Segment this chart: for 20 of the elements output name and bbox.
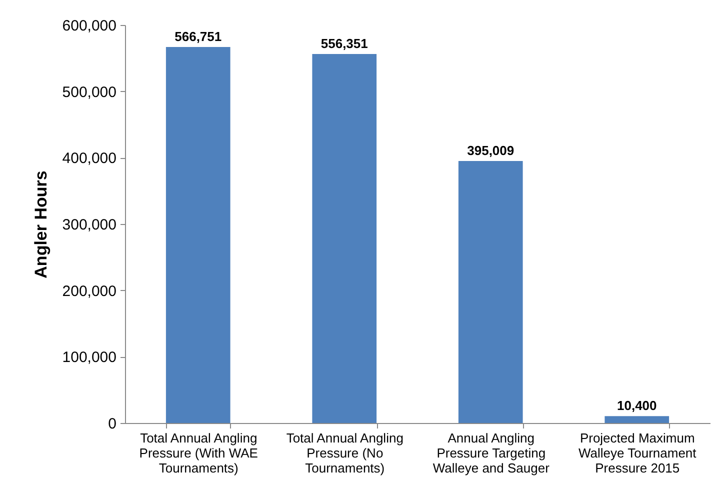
x-tick-label: Total Annual Angling Pressure (No Tournaments)	[286, 430, 404, 476]
bar	[458, 160, 523, 423]
x-tick-label: Total Annual Angling Pressure (With WAE Tournaments)	[139, 430, 258, 476]
y-tick-label: 100,000	[62, 349, 116, 366]
y-tick-label: 0	[108, 416, 116, 432]
bar	[312, 54, 377, 423]
data-label: 556,351	[320, 36, 368, 51]
data-label: 10,400	[616, 398, 657, 414]
data-label: 566,751	[174, 29, 222, 44]
bar	[166, 47, 230, 423]
bar	[604, 416, 670, 423]
x-tick-label: Annual Angling Pressure Targeting Walleye and Sauger	[432, 430, 550, 476]
x-tick-label: Projected Maximum Walleye Tournament Pressure 2015	[578, 430, 697, 476]
y-tick-label: 200,000	[62, 282, 116, 300]
y-tick-label: 500,000	[62, 84, 116, 101]
y-axis-title: Angler Hours	[31, 170, 50, 278]
y-tick-label: 400,000	[62, 150, 116, 168]
y-tick-label: 600,000	[62, 18, 116, 34]
y-tick-label: 300,000	[62, 216, 116, 234]
data-label: 395,009	[467, 142, 514, 158]
